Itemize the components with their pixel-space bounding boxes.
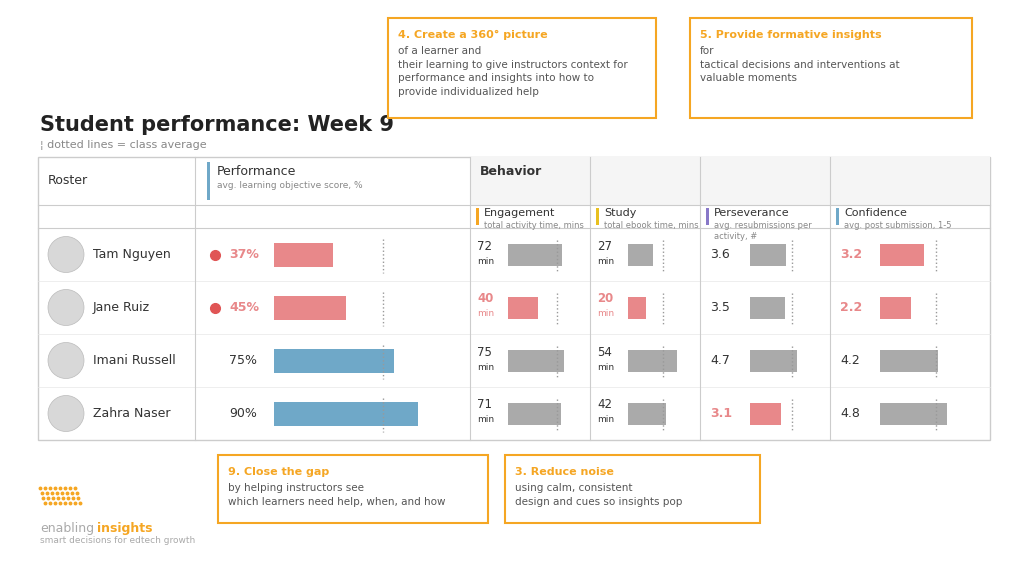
Bar <box>38 157 990 440</box>
Text: min: min <box>597 256 614 266</box>
Text: min: min <box>597 415 614 425</box>
Bar <box>505 455 760 523</box>
Bar <box>880 244 925 266</box>
Bar <box>476 208 479 225</box>
Text: 3.1: 3.1 <box>710 407 732 420</box>
Text: avg. resubmissions per
activity, #: avg. resubmissions per activity, # <box>714 221 812 241</box>
Bar <box>508 244 562 266</box>
Text: 4.8: 4.8 <box>840 407 860 420</box>
Bar <box>388 18 656 118</box>
Circle shape <box>48 396 84 431</box>
Text: 40: 40 <box>477 293 494 305</box>
Text: 4.2: 4.2 <box>840 354 860 367</box>
Text: total ebook time, mins: total ebook time, mins <box>604 221 698 230</box>
Text: 4.7: 4.7 <box>710 354 730 367</box>
Bar <box>470 157 990 205</box>
Text: by helping instructors see
which learners need help, when, and how: by helping instructors see which learner… <box>228 483 445 507</box>
Text: avg. post submission, 1-5: avg. post submission, 1-5 <box>844 221 951 230</box>
Text: min: min <box>477 309 495 319</box>
Bar <box>750 403 781 425</box>
Circle shape <box>48 343 84 378</box>
Text: Performance: Performance <box>217 165 296 178</box>
Text: 3.5: 3.5 <box>710 301 730 314</box>
Bar <box>596 208 599 225</box>
Text: 71: 71 <box>477 399 492 411</box>
Text: 54: 54 <box>597 346 612 358</box>
Text: min: min <box>597 362 614 372</box>
Bar <box>628 297 646 319</box>
Bar <box>690 18 972 118</box>
Text: 90%: 90% <box>229 407 257 420</box>
Text: avg. learning objective score, %: avg. learning objective score, % <box>217 181 362 190</box>
Bar <box>628 403 667 425</box>
Bar <box>836 208 839 225</box>
Bar <box>508 350 564 372</box>
Text: 45%: 45% <box>229 301 259 314</box>
Bar <box>706 208 709 225</box>
Text: 72: 72 <box>477 240 492 252</box>
Bar <box>750 244 786 266</box>
Bar <box>750 297 785 319</box>
Bar <box>274 295 346 320</box>
Text: min: min <box>477 362 495 372</box>
Text: min: min <box>477 415 495 425</box>
Text: Engagement: Engagement <box>484 208 555 218</box>
Text: Roster: Roster <box>48 175 88 188</box>
Text: smart decisions for edtech growth: smart decisions for edtech growth <box>40 536 196 545</box>
Bar <box>508 403 561 425</box>
Bar <box>880 297 910 319</box>
Bar <box>750 350 798 372</box>
Text: 4. Create a 360° picture: 4. Create a 360° picture <box>398 30 548 40</box>
Bar <box>218 455 488 523</box>
Text: 3.6: 3.6 <box>710 248 730 261</box>
Text: Imani Russell: Imani Russell <box>93 354 176 367</box>
Text: 37%: 37% <box>229 248 259 261</box>
Text: using calm, consistent
design and cues so insights pop: using calm, consistent design and cues s… <box>515 483 682 507</box>
Text: 9. Close the gap: 9. Close the gap <box>228 467 330 477</box>
Text: insights: insights <box>97 522 153 535</box>
Bar <box>274 242 333 267</box>
Bar <box>207 162 210 200</box>
Bar <box>274 401 418 426</box>
Text: Study: Study <box>604 208 636 218</box>
Text: 2.2: 2.2 <box>840 301 862 314</box>
Text: 20: 20 <box>597 293 613 305</box>
Bar <box>628 244 652 266</box>
Text: Tam Nguyen: Tam Nguyen <box>93 248 171 261</box>
Text: 5. Provide formative insights: 5. Provide formative insights <box>700 30 882 40</box>
Text: enabling: enabling <box>40 522 94 535</box>
Text: ¦ dotted lines = class average: ¦ dotted lines = class average <box>40 140 207 150</box>
Bar <box>880 350 938 372</box>
Text: total activity time, mins: total activity time, mins <box>484 221 584 230</box>
Bar <box>274 348 394 373</box>
Text: Perseverance: Perseverance <box>714 208 790 218</box>
Text: min: min <box>477 256 495 266</box>
Text: 75%: 75% <box>229 354 257 367</box>
Text: for
tactical decisions and interventions at
valuable moments: for tactical decisions and interventions… <box>700 46 900 83</box>
Circle shape <box>48 290 84 325</box>
Text: of a learner and
their learning to give instructors context for
performance and : of a learner and their learning to give … <box>398 46 628 97</box>
Text: 3. Reduce noise: 3. Reduce noise <box>515 467 613 477</box>
Text: Zahra Naser: Zahra Naser <box>93 407 171 420</box>
Text: 27: 27 <box>597 240 612 252</box>
Text: Jane Ruiz: Jane Ruiz <box>93 301 151 314</box>
Text: Confidence: Confidence <box>844 208 907 218</box>
Text: Student performance: Week 9: Student performance: Week 9 <box>40 115 394 135</box>
Text: 75: 75 <box>477 346 492 358</box>
Bar <box>880 403 946 425</box>
Circle shape <box>48 237 84 272</box>
Text: min: min <box>597 309 614 319</box>
Text: 42: 42 <box>597 399 612 411</box>
Bar <box>628 350 677 372</box>
Text: Behavior: Behavior <box>480 165 543 178</box>
Bar <box>508 297 538 319</box>
Text: 3.2: 3.2 <box>840 248 862 261</box>
